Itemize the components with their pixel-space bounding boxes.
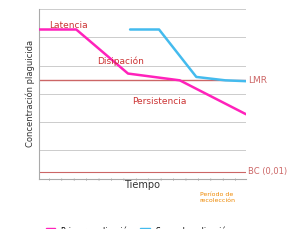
Legend: Primera aplicación, Segunda aplicación: Primera aplicación, Segunda aplicación — [43, 224, 234, 229]
Text: Disipación: Disipación — [97, 57, 144, 66]
Y-axis label: Concentración plaguicida: Concentración plaguicida — [25, 40, 35, 147]
X-axis label: Tiempo: Tiempo — [124, 180, 160, 190]
Text: Latencia: Latencia — [49, 21, 88, 30]
Text: Período de
recolección: Período de recolección — [199, 192, 235, 203]
Text: LMR: LMR — [248, 76, 267, 85]
Text: Persistencia: Persistencia — [132, 97, 187, 106]
Text: BC (0,01): BC (0,01) — [248, 167, 287, 176]
